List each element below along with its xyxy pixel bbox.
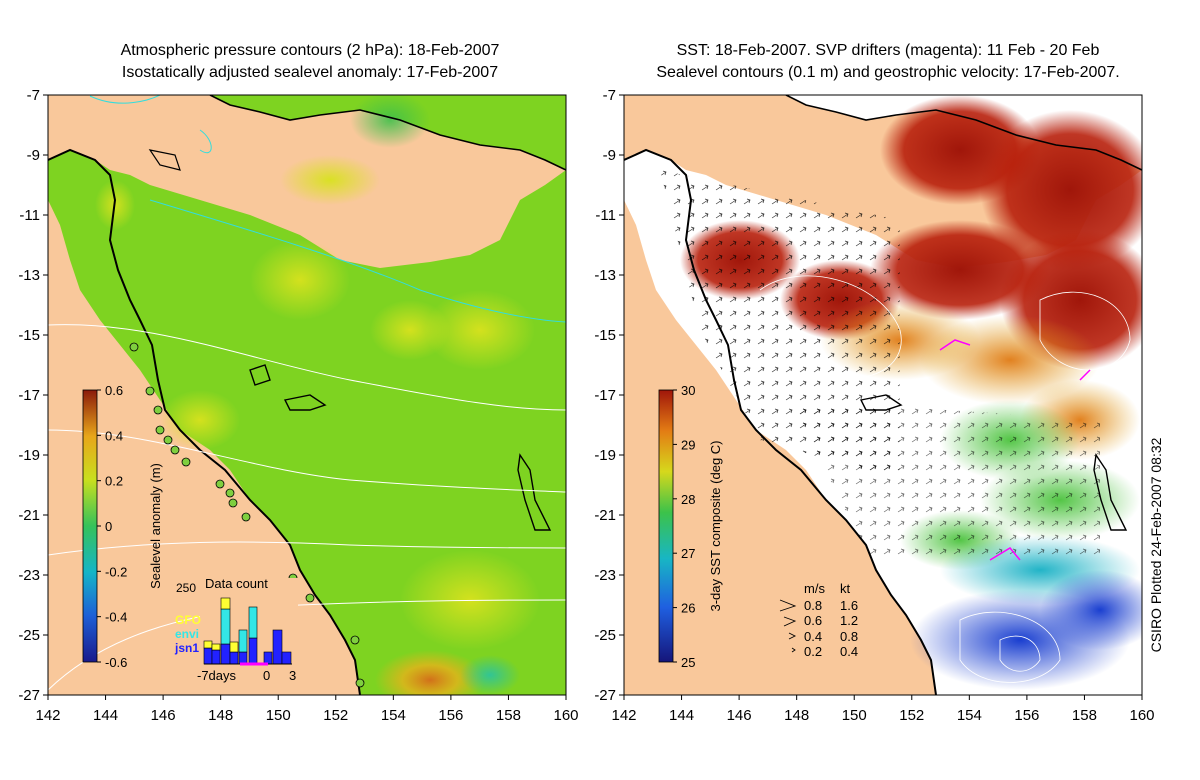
left-cbar-tick-label: -0.4 [105,610,127,625]
left-axes: -7 -9 -11 -13 -15 -17 -19 -21 -23 -25 -27 142 144 146… [18,87,578,724]
left-coastline [48,148,361,695]
right-title-line2: Sealevel contours (0.1 m) and geostrophi… [656,64,1120,81]
right-xtick-label: 152 [899,707,924,724]
right-cbar-tick-label: 28 [681,492,695,507]
right-xtick-label: 156 [1014,707,1039,724]
left-ytick-label: -23 [18,567,40,584]
right-ytick-label: -9 [603,147,616,164]
right-ytick-label: -19 [594,447,616,464]
plot-credit: CSIRO Plotted 24-Feb-2007 08:32 [1148,437,1164,652]
right-cbar-tick-label: 30 [681,383,695,398]
inset-ymax-label: 250 [176,581,196,595]
right-xtick-label: 142 [611,707,636,724]
left-cbar-tick-label: 0.2 [105,474,123,489]
left-xtick-label: 148 [208,707,233,724]
velocity-legend-kt-0: 1.6 [840,598,858,613]
right-xtick-label: 150 [842,707,867,724]
left-xtick-label: 150 [266,707,291,724]
left-png-coast [209,95,566,171]
right-colorbar: 30 29 28 27 26 25 3-day SST composite (deg C) [658,383,723,670]
left-cbar-tick-label: -0.6 [105,655,127,670]
right-cbar-tick-label: 29 [681,437,695,452]
left-xtick-label: 156 [438,707,463,724]
right-axes: -7 -9 -11 -13 -15 -17 -19 -21 -23 -25 -27 142 144 146… [594,87,1154,724]
left-ytick-label: -21 [18,507,40,524]
left-xtick-label: 142 [35,707,60,724]
left-map-title: Atmospheric pressure contours (2 hPa): 1… [80,40,540,84]
left-ytick-label: -25 [18,627,40,644]
velocity-legend-ms-2: 0.4 [804,629,822,644]
left-map-area [48,95,566,695]
inset-legend-gfo: GFO [175,613,201,627]
left-ytick-label: -15 [18,327,40,344]
left-colorbar-ramp [82,389,98,663]
left-xtick-label: 158 [496,707,521,724]
right-ytick-label: -17 [594,387,616,404]
inset-title: Data count [205,576,268,591]
velocity-legend-ms-header: m/s [804,581,825,596]
velocity-legend-ms-3: 0.2 [804,644,822,659]
left-colorbar-label: Sealevel anomaly (m) [148,463,163,589]
velocity-legend-ms-1: 0.6 [804,613,822,628]
right-ytick-label: -13 [594,267,616,284]
right-cbar-tick-label: 27 [681,546,695,561]
right-ytick-label: -15 [594,327,616,344]
right-xtick-label: 144 [669,707,694,724]
right-ytick-label: -27 [594,687,616,704]
right-ytick-label: -7 [603,87,616,104]
left-ocean-north [210,95,566,170]
data-count-inset: Data count 250 GFO envi jsn1 -7days 0 3 [174,576,298,683]
right-xtick-label: 148 [784,707,809,724]
right-colorbar-ramp [658,389,674,663]
left-cbar-tick-label: 0.4 [105,428,123,443]
velocity-legend-ms-0: 0.8 [804,598,822,613]
left-title-line1: Atmospheric pressure contours (2 hPa): 1… [120,42,500,59]
left-xtick-label: 154 [381,707,406,724]
right-map-area [624,95,1142,695]
left-ytick-label: -13 [18,267,40,284]
inset-xlabel-end: 3 [289,668,296,683]
right-cbar-tick-label: 26 [681,601,695,616]
velocity-legend: m/s kt 0.8 1.6 0.6 1.2 0.4 0.8 0.2 0.4 [779,581,858,659]
right-xtick-label: 146 [727,707,752,724]
left-xtick-label: 146 [151,707,176,724]
right-xtick-label: 158 [1072,707,1097,724]
left-ytick-label: -9 [27,147,40,164]
velocity-legend-kt-2: 0.8 [840,629,858,644]
velocity-legend-kt-header: kt [840,581,851,596]
left-ytick-label: -7 [27,87,40,104]
left-ytick-label: -19 [18,447,40,464]
velocity-legend-kt-3: 0.4 [840,644,858,659]
left-ytick-label: -27 [18,687,40,704]
left-cbar-tick-label: 0.6 [105,383,123,398]
right-ytick-label: -21 [594,507,616,524]
left-ytick-label: -11 [19,207,40,224]
velocity-legend-kt-1: 1.2 [840,613,858,628]
left-cbar-tick-label: -0.2 [105,564,127,579]
left-xtick-label: 152 [323,707,348,724]
left-ytick-label: -17 [18,387,40,404]
inset-legend-jsn1: jsn1 [174,641,199,655]
left-xtick-label: 144 [93,707,118,724]
right-cbar-tick-label: 25 [681,655,695,670]
right-title-line1: SST: 18-Feb-2007. SVP drifters (magenta)… [676,42,1100,59]
right-map-title: SST: 18-Feb-2007. SVP drifters (magenta)… [608,40,1168,84]
inset-xlabel-zero: 0 [263,668,270,683]
inset-legend-envi: envi [175,627,199,641]
right-xtick-label: 154 [957,707,982,724]
right-ytick-label: -11 [595,207,616,224]
inset-xlabel-start: -7days [197,668,237,683]
left-cbar-tick-label: 0 [105,519,112,534]
right-coastline [624,148,937,695]
left-colorbar: 0.6 0.4 0.2 0 -0.2 -0.4 -0.6 Sealevel anomaly … [82,383,163,670]
right-ytick-label: -25 [594,627,616,644]
right-ytick-label: -23 [594,567,616,584]
left-title-line2: Isostatically adjusted sealevel anomaly:… [121,64,499,81]
left-xtick-label: 160 [553,707,578,724]
right-colorbar-label: 3-day SST composite (deg C) [708,441,723,612]
right-xtick-label: 160 [1129,707,1154,724]
right-png-coast [785,95,1142,171]
